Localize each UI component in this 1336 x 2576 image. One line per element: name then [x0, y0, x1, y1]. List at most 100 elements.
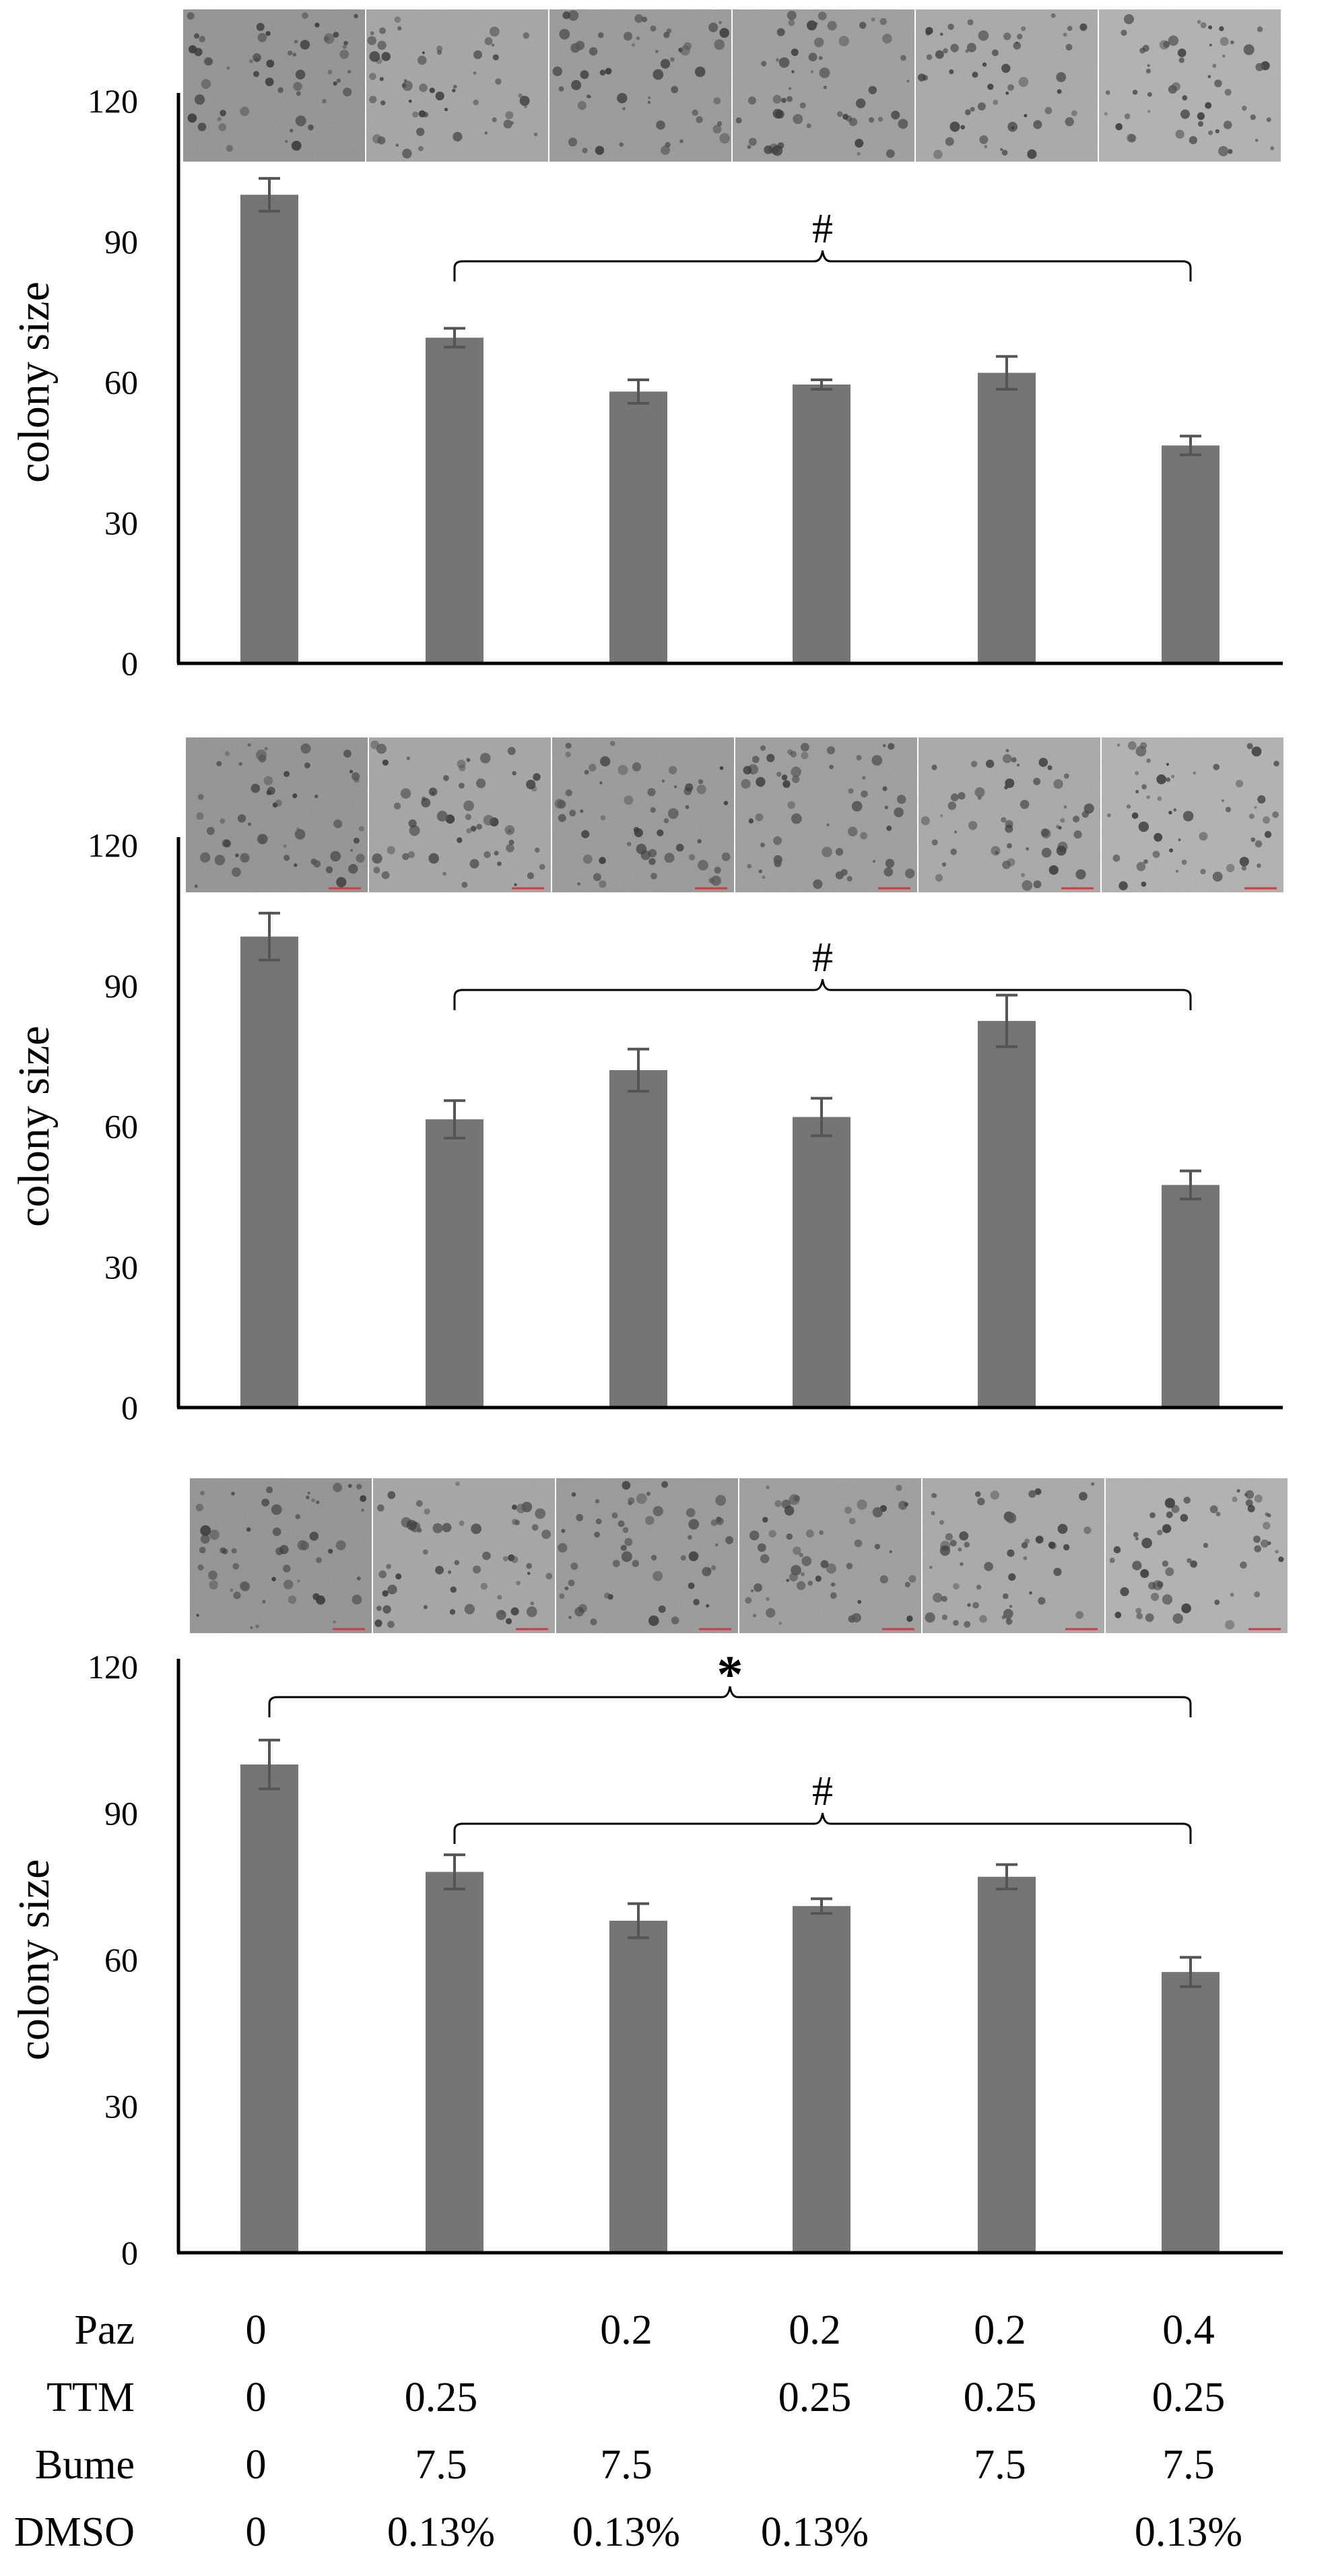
colony-speck: [906, 1615, 913, 1622]
colony-speck: [871, 755, 883, 766]
treatment-value: 0: [246, 2375, 267, 2420]
bar-1: [240, 936, 298, 1408]
colony-speck: [753, 1614, 757, 1618]
colony-speck: [945, 1533, 953, 1541]
colony-speck: [497, 1595, 502, 1600]
error-bar-2: [444, 1853, 465, 1890]
colony-speck: [382, 1605, 391, 1614]
treatment-value: 0.25: [778, 2375, 852, 2420]
colony-speck: [1001, 63, 1011, 73]
colony-speck: [689, 854, 696, 861]
colony-speck: [558, 86, 564, 92]
colony-speck: [931, 1492, 937, 1498]
colony-speck: [856, 98, 866, 108]
colony-speck: [982, 62, 987, 67]
colony-speck: [514, 883, 517, 886]
colony-speck: [650, 807, 656, 813]
colony-speck: [1165, 1567, 1174, 1577]
colony-speck: [209, 1529, 220, 1540]
colony-speck: [872, 1507, 883, 1518]
colony-speck: [640, 850, 650, 861]
colony-speck: [1018, 77, 1029, 87]
colony-speck: [600, 815, 606, 821]
colony-speck: [1041, 847, 1052, 858]
colony-speck: [407, 851, 415, 859]
colony-speck: [632, 1560, 640, 1567]
colony-speck: [264, 746, 268, 751]
colony-speck: [196, 812, 204, 820]
bar-2: [426, 1119, 483, 1408]
treatment-value: 0.13%: [1135, 2509, 1242, 2555]
colony-speck: [719, 28, 729, 38]
colony-speck: [333, 81, 337, 86]
colony-speck: [960, 1562, 964, 1566]
error-bar-5: [996, 355, 1017, 391]
colony-speck: [1254, 1591, 1261, 1597]
colony-speck: [791, 70, 795, 73]
colony-speck: [1265, 1512, 1269, 1517]
colony-speck: [1007, 1549, 1015, 1557]
colony-speck: [786, 1533, 793, 1540]
colony-speck: [954, 830, 957, 834]
colony-speck: [819, 1530, 824, 1535]
colony-speck: [1038, 1597, 1046, 1605]
colony-speck: [1255, 139, 1259, 142]
colony-speck: [226, 66, 230, 70]
colony-speck: [348, 864, 358, 873]
colony-speck: [612, 1560, 620, 1567]
colony-speck: [984, 145, 988, 149]
colony-speck: [1107, 813, 1111, 818]
colony-speck: [473, 1565, 481, 1574]
colony-speck: [947, 24, 954, 30]
colony-speck: [589, 47, 598, 56]
colony-speck: [1244, 1492, 1248, 1496]
colony-speck: [657, 829, 664, 836]
colony-speck: [217, 117, 222, 121]
colony-speck: [247, 822, 252, 826]
colony-speck: [1140, 1568, 1149, 1579]
colony-speck: [459, 1520, 465, 1526]
colony-speck: [400, 788, 411, 799]
treatment-value: 0.13%: [572, 2509, 680, 2555]
colony-speck: [648, 1615, 659, 1626]
colony-speck: [1242, 105, 1247, 111]
bar-1: [240, 195, 298, 664]
colony-speck: [661, 1481, 669, 1488]
colony-speck: [1011, 757, 1017, 763]
colony-speck: [545, 1573, 553, 1580]
colony-speck: [1180, 109, 1190, 119]
colony-speck: [941, 1595, 947, 1602]
colony-speck: [788, 87, 792, 90]
colony-speck: [1175, 129, 1184, 139]
colony-speck: [1203, 1542, 1209, 1548]
colony-speck: [1139, 742, 1147, 750]
colony-speck: [1113, 1546, 1121, 1554]
error-bar-3: [628, 1047, 649, 1093]
colony-speck: [685, 805, 690, 810]
colony-speck: [848, 788, 854, 794]
colony-speck: [712, 125, 722, 134]
treatment-value: 0.13%: [761, 2509, 869, 2555]
colony-speck: [645, 1515, 655, 1525]
colony-speck: [799, 102, 806, 109]
colony-speck: [1033, 880, 1042, 888]
colony-speck: [576, 1514, 584, 1521]
colony-speck: [1116, 744, 1121, 747]
colony-speck: [896, 795, 906, 804]
colony-speck: [774, 1500, 782, 1507]
colony-speck: [1007, 843, 1012, 849]
colony-speck: [760, 1554, 770, 1564]
colony-speck: [715, 1543, 719, 1547]
colony-speck: [1208, 25, 1213, 30]
bar-5: [978, 1020, 1036, 1408]
colony-speck: [1151, 1593, 1160, 1601]
colony-speck: [754, 1583, 762, 1592]
colony-speck: [879, 1575, 888, 1584]
colony-speck: [516, 1581, 521, 1586]
treatment-value: 0.4: [1162, 2307, 1215, 2353]
treatment-value: 0: [246, 2442, 267, 2488]
colony-speck: [465, 814, 472, 820]
colony-speck: [621, 1551, 632, 1562]
colony-speck: [636, 1493, 647, 1504]
